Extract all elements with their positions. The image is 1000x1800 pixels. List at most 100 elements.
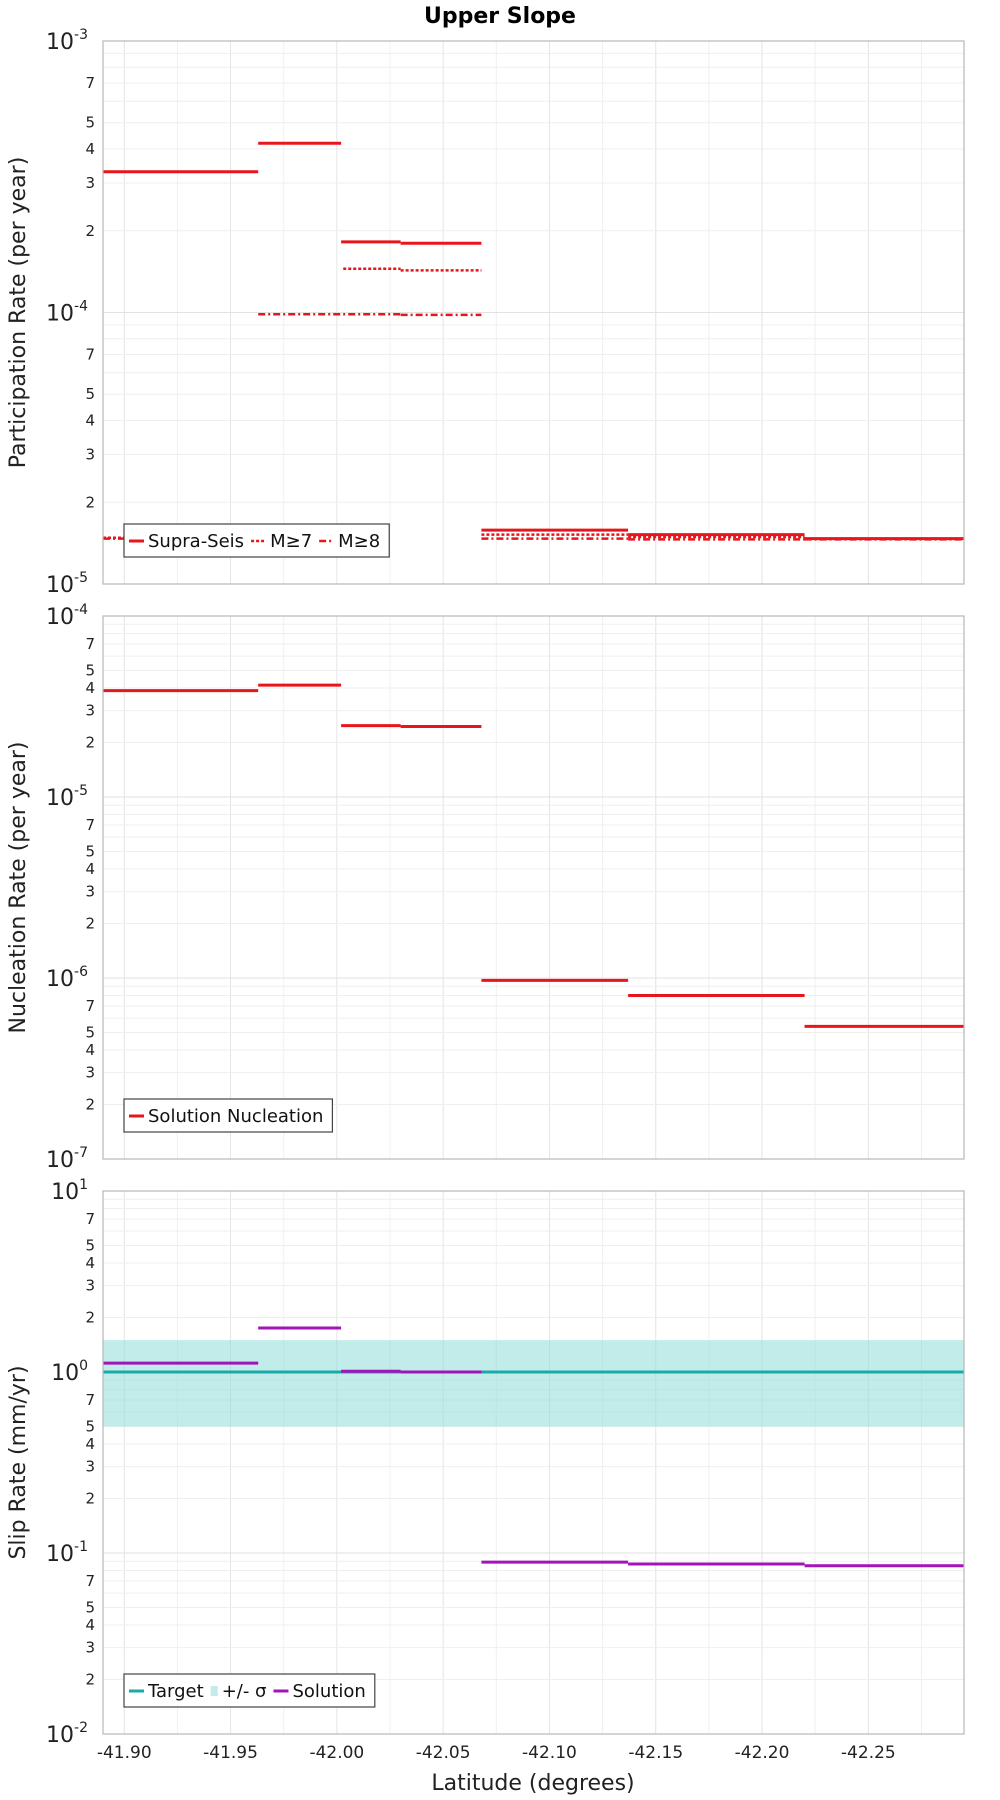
- nucleation-legend: Solution Nucleation: [123, 1098, 334, 1133]
- slip-ytick-major: 10-1: [46, 1539, 88, 1567]
- participation-ytick-minor: 7: [85, 346, 95, 364]
- chart-title: Upper Slope: [424, 4, 576, 29]
- slip-ytick-minor: 3: [85, 1277, 95, 1295]
- slip-ytick-exponent: -1: [74, 1539, 88, 1555]
- participation-frame: [102, 40, 965, 585]
- participation-ytick-minor: 2: [85, 222, 95, 240]
- x-tick-label-5: -42.15: [628, 1743, 683, 1763]
- nucleation-ytick-minor: 5: [85, 1023, 95, 1041]
- slip-ytick-minor: 7: [85, 1391, 95, 1409]
- slip-ytick-exponent: 0: [79, 1358, 88, 1374]
- slip-ytick-minor: 4: [85, 1435, 95, 1453]
- nucleation-ytick-minor: 5: [85, 842, 95, 860]
- nucleation-ytick-minor: 3: [85, 1064, 95, 1082]
- participation-y-axis-label: Participation Rate (per year): [6, 157, 31, 469]
- x-tick-label-6: -42.20: [735, 1743, 790, 1763]
- nucleation-ytick-major: 10-5: [46, 783, 88, 811]
- participation-ytick-minor: 3: [85, 174, 95, 192]
- participation-panel: 10-5 2 3 4 5 7 10-4 2 3 4 5 7 10-3 Participation Rate…: [6, 27, 965, 598]
- participation-ytick-minor: 5: [85, 385, 95, 403]
- participation-legend: Supra-Seis M≥7 M≥8: [123, 523, 390, 558]
- nucleation-ytick-minor: 3: [85, 883, 95, 901]
- participation-ytick-minor: 5: [85, 114, 95, 132]
- participation-ytick-minor: 3: [85, 445, 95, 463]
- nucleation-ytick-major: 10-4: [46, 602, 88, 630]
- participation-ytick-exponent: -5: [74, 570, 88, 586]
- nucleation-ytick-minor: 4: [85, 1041, 95, 1059]
- slip-ytick-major: 101: [51, 1177, 88, 1205]
- x-tick-label-2: -42.00: [309, 1743, 364, 1763]
- nucleation-ytick-minor: 4: [85, 860, 95, 878]
- x-tick-label-1: -41.95: [203, 1743, 258, 1763]
- slip-ytick-minor: 7: [85, 1210, 95, 1228]
- slip-ytick-exponent: 1: [79, 1177, 88, 1193]
- nucleation-plot-area: [103, 616, 964, 1159]
- nucleation-ytick-minor: 2: [85, 734, 95, 752]
- participation-ytick-minor: 4: [85, 140, 95, 158]
- slip-ytick-minor: 4: [85, 1254, 95, 1272]
- nucleation-ytick-minor: 7: [85, 997, 95, 1015]
- nucleation-frame: [102, 615, 965, 1160]
- participation-ytick-major: 10-4: [46, 299, 88, 327]
- nucleation-ytick-minor: 7: [85, 635, 95, 653]
- slip-ytick-minor: 7: [85, 1572, 95, 1590]
- participation-ytick-minor: 2: [85, 493, 95, 511]
- slip-ytick-minor: 4: [85, 1616, 95, 1634]
- x-tick-label-0: -41.90: [97, 1743, 152, 1763]
- slip-legend-label-0: Target: [147, 1681, 204, 1702]
- nucleation-series-solution-nucleation: [103, 683, 964, 1028]
- nucleation-ytick-minor: 7: [85, 816, 95, 834]
- participation-ytick-minor: 4: [85, 412, 95, 430]
- slip-series-solution: [103, 1326, 964, 1568]
- participation-legend-label-2: M≥8: [338, 531, 380, 552]
- nucleation-ytick-minor: 5: [85, 661, 95, 679]
- x-tick-label-3: -42.05: [416, 1743, 471, 1763]
- slip-frame: [102, 1190, 965, 1735]
- slip-ytick-major: 100: [51, 1358, 88, 1386]
- participation-ytick-exponent: -4: [74, 299, 88, 315]
- nucleation-ytick-minor: 4: [85, 679, 95, 697]
- x-tick-label-7: -42.25: [841, 1743, 896, 1763]
- slip-ytick-minor: 5: [85, 1417, 95, 1435]
- x-tick-label-4: -42.10: [522, 1743, 577, 1763]
- nucleation-ytick-minor: 2: [85, 915, 95, 933]
- participation-legend-label-0: Supra-Seis: [148, 531, 244, 552]
- nucleation-ytick-exponent: -6: [74, 964, 88, 980]
- slip-legend: Target +/- σ Solution: [123, 1673, 376, 1708]
- nucleation-legend-label-0: Solution Nucleation: [148, 1106, 323, 1127]
- participation-y-ticks: 10-5 2 3 4 5 7 10-4 2 3 4 5 7 10-3: [46, 27, 95, 598]
- participation-legend-label-1: M≥7: [270, 531, 312, 552]
- nucleation-ytick-minor: 3: [85, 702, 95, 720]
- slip-legend-swatch-1: [210, 1686, 218, 1696]
- participation-gridlines: [103, 41, 964, 585]
- x-axis-ticks: -41.90 -41.95 -42.00 -42.05 -42.10 -42.15 -42.…: [97, 1743, 896, 1763]
- slip-ytick-minor: 3: [85, 1458, 95, 1476]
- slip-plot-area: [103, 1191, 964, 1734]
- slip-ytick-minor: 5: [85, 1236, 95, 1254]
- nucleation-ytick-exponent: -4: [74, 602, 88, 618]
- slip-ytick-minor: 5: [85, 1598, 95, 1616]
- nucleation-ytick-exponent: -5: [74, 783, 88, 799]
- slip-legend-label-1: +/- σ: [222, 1681, 267, 1702]
- participation-ytick-major: 10-5: [46, 570, 88, 598]
- slip-sigma-band: [103, 1340, 964, 1427]
- slip-ytick-major: 10-2: [46, 1720, 88, 1748]
- nucleation-ytick-exponent: -7: [74, 1145, 88, 1161]
- slip-ytick-minor: 2: [85, 1490, 95, 1508]
- nucleation-ytick-major: 10-7: [46, 1145, 88, 1173]
- nucleation-panel: 10-72345710-62345710-52345710-4Nucleatio…: [6, 602, 965, 1173]
- nucleation-ytick-minor: 2: [85, 1096, 95, 1114]
- slip-y-axis-label: Slip Rate (mm/yr): [6, 1365, 31, 1559]
- nucleation-ytick-major: 10-6: [46, 964, 88, 992]
- slip-ytick-minor: 3: [85, 1639, 95, 1657]
- nucleation-legend-box: [123, 1098, 334, 1133]
- participation-ytick-exponent: -3: [74, 27, 88, 43]
- x-axis-label: Latitude (degrees): [431, 1771, 634, 1796]
- slip-legend-label-2: Solution: [292, 1681, 365, 1702]
- slip-ytick-minor: 2: [85, 1309, 95, 1327]
